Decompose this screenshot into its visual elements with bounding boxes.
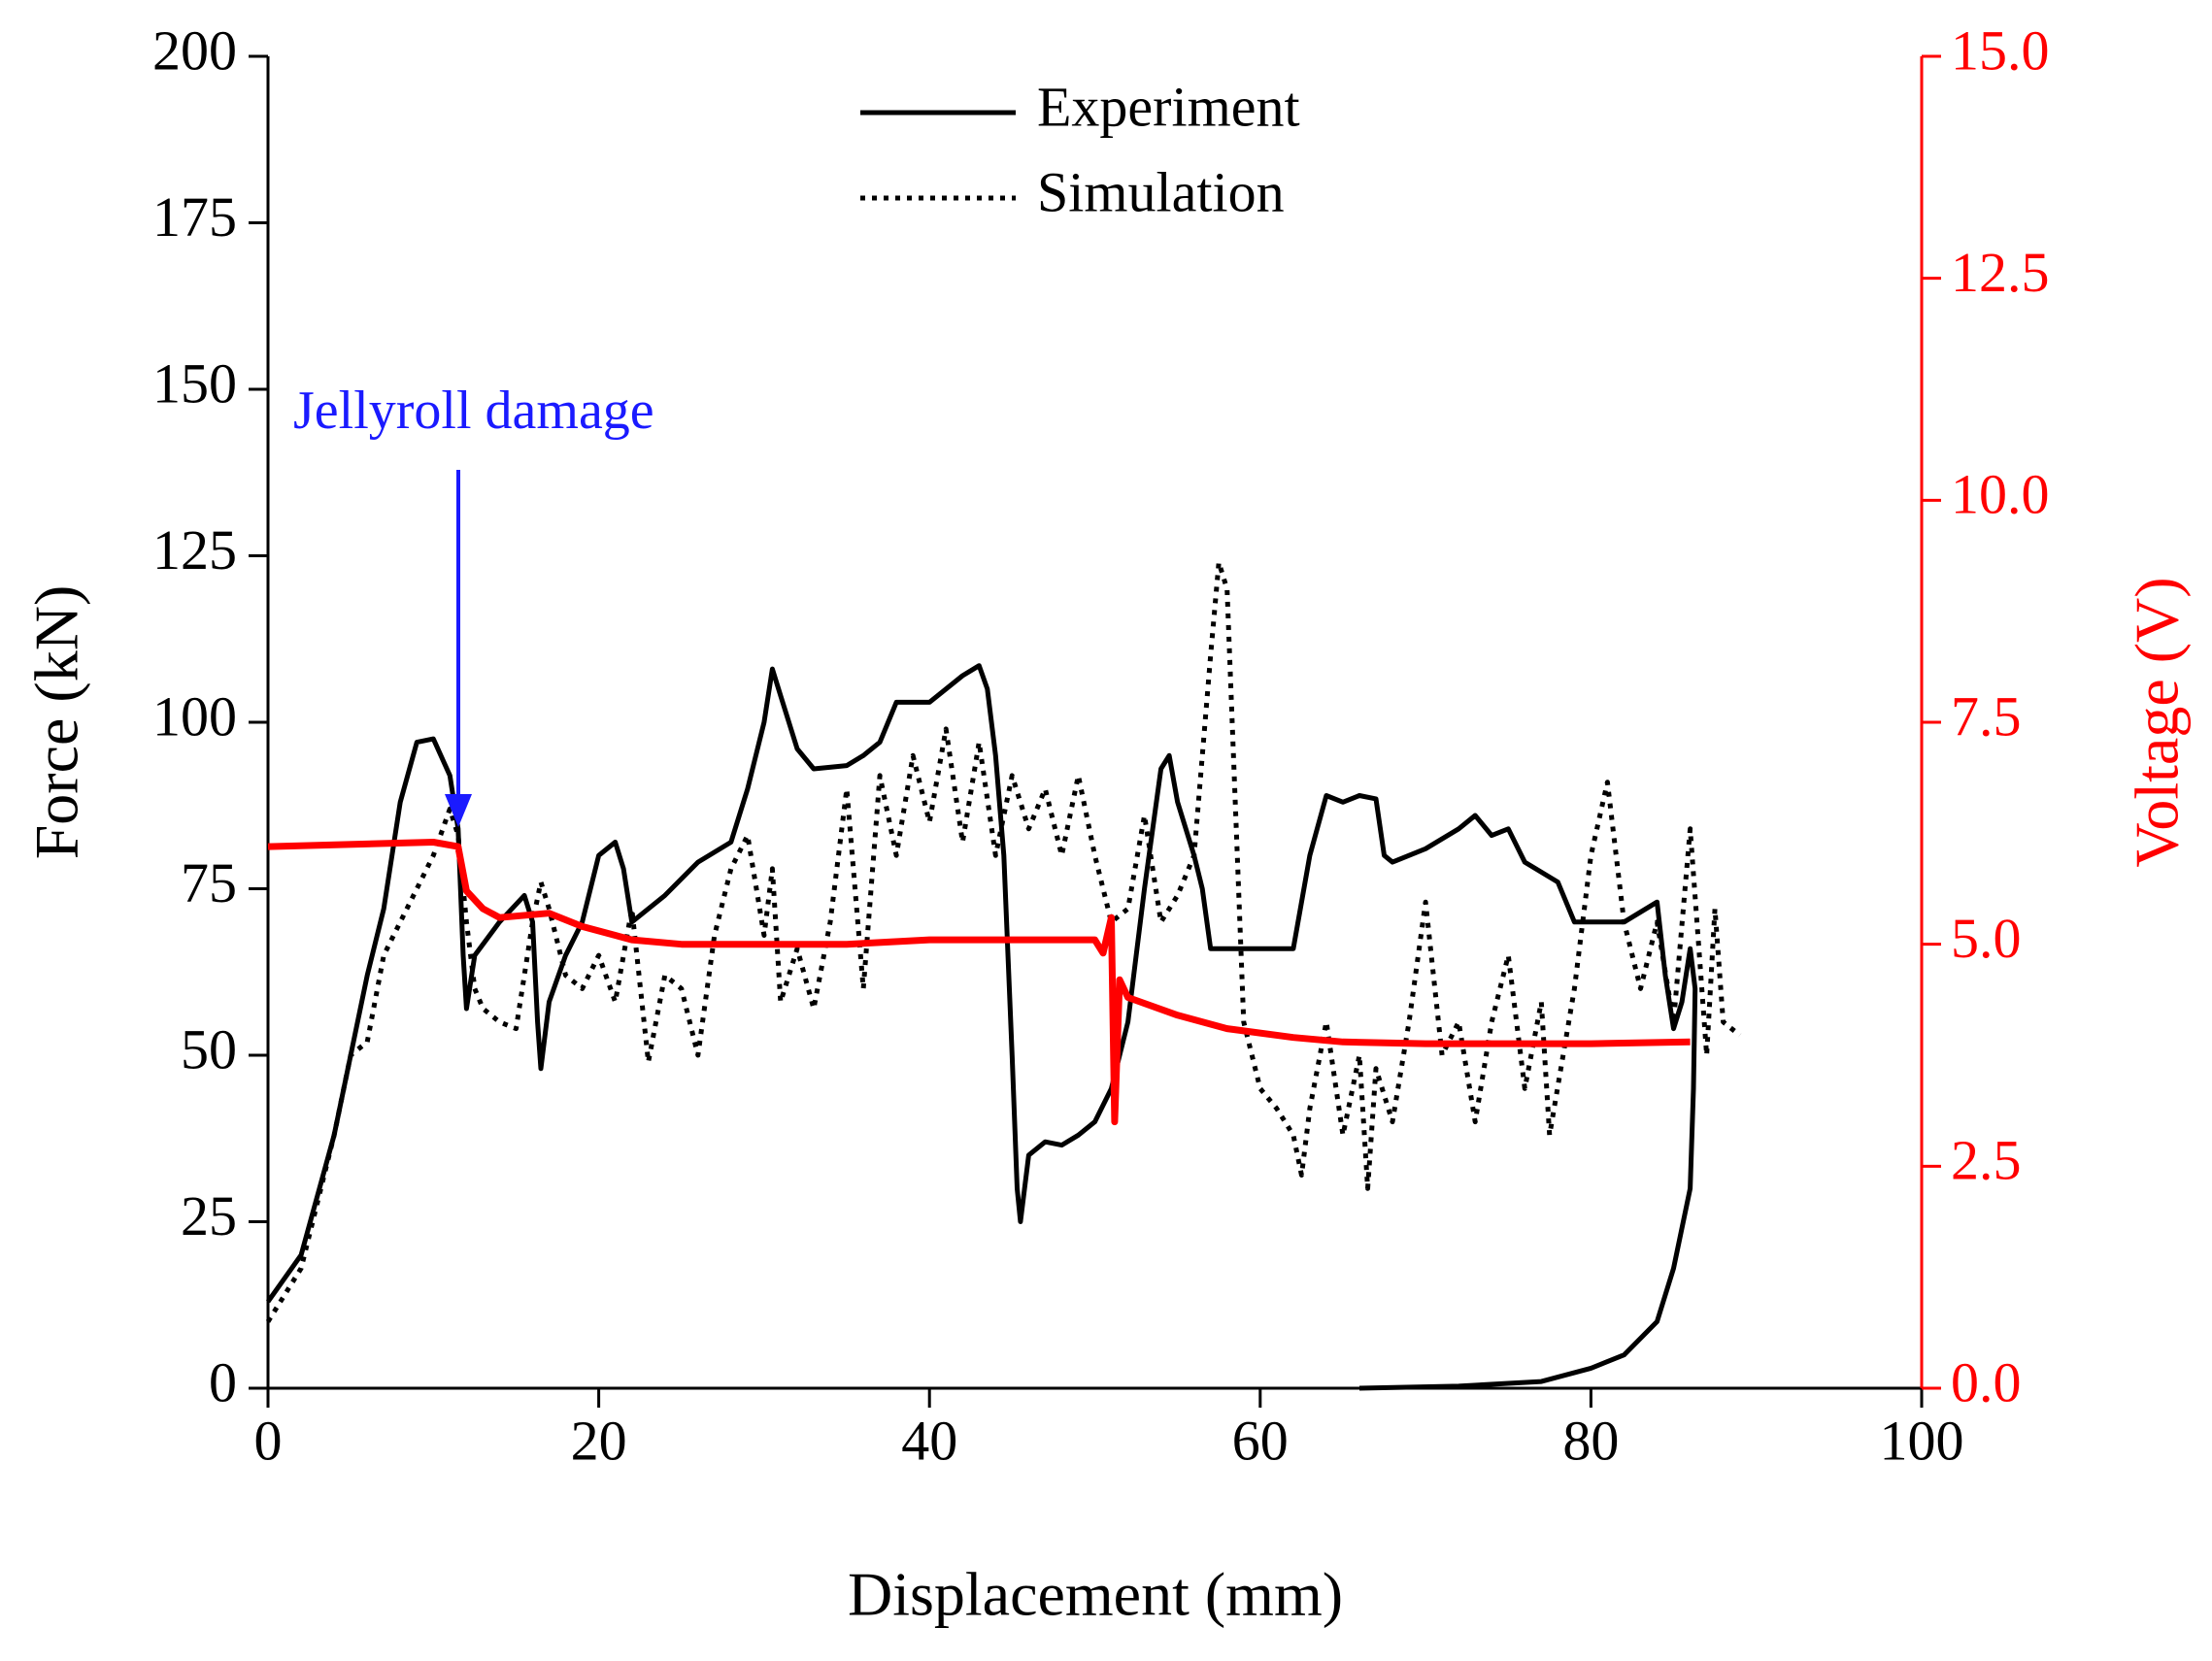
- x-tick-label: 100: [1880, 1409, 1964, 1472]
- annotation-arrowhead: [445, 794, 472, 827]
- annotation: Jellyroll damage: [293, 381, 654, 441]
- x-tick-label: 60: [1232, 1409, 1289, 1472]
- y2-axis-title: Voltage (V): [2123, 577, 2192, 867]
- y2-tick-label: 10.0: [1951, 463, 2050, 526]
- x-tick-label: 80: [1562, 1409, 1619, 1472]
- y-tick-label: 50: [181, 1017, 237, 1080]
- y-tick-label: 175: [152, 185, 237, 249]
- series-line: [265, 663, 1698, 1391]
- y-tick-label: 125: [152, 518, 237, 581]
- y2-tick-label: 7.5: [1951, 684, 2022, 747]
- y2-tick-label: 15.0: [1951, 18, 2050, 82]
- y2-tick-label: 5.0: [1951, 907, 2022, 970]
- y-tick-label: 100: [152, 684, 237, 747]
- x-tick-label: 40: [901, 1409, 957, 1472]
- y-tick-label: 25: [181, 1184, 237, 1247]
- series-line: [267, 839, 1691, 1126]
- y-tick-label: 150: [152, 351, 237, 415]
- y-tick-label: 200: [152, 18, 237, 82]
- x-tick-label: 20: [571, 1409, 627, 1472]
- x-axis-title: Displacement (mm): [848, 1560, 1343, 1629]
- legend-text: Experiment: [1037, 75, 1300, 138]
- x-tick-label: 0: [254, 1409, 283, 1472]
- y-tick-label: 75: [181, 851, 237, 914]
- y-axis-title: Force (kN): [22, 585, 91, 860]
- y2-tick-label: 12.5: [1951, 241, 2050, 304]
- y2-tick-label: 0.0: [1951, 1350, 2022, 1413]
- y-tick-label: 0: [209, 1350, 237, 1413]
- y2-tick-label: 2.5: [1951, 1129, 2022, 1192]
- legend-text: Simulation: [1037, 160, 1285, 223]
